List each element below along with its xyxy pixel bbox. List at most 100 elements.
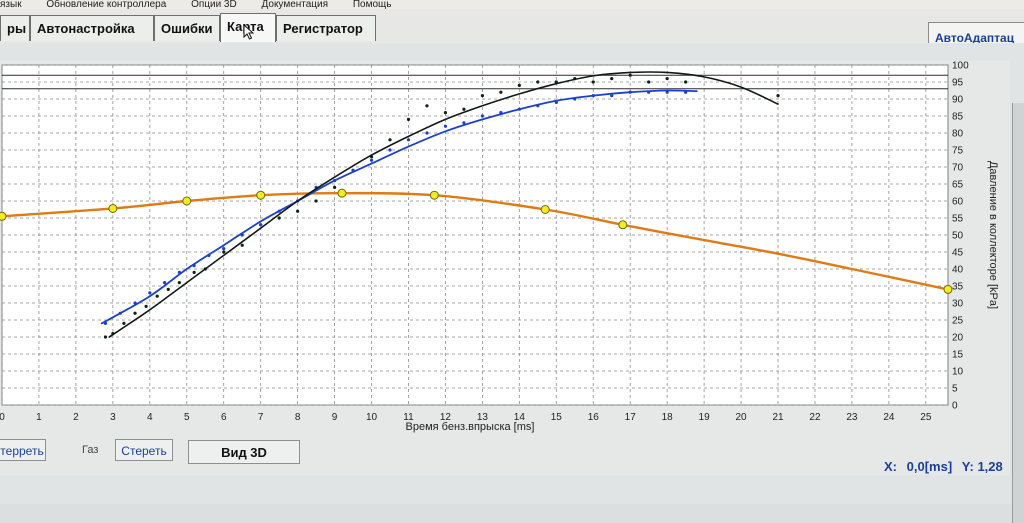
y-coord-value: 1,28 <box>977 459 1003 474</box>
gas-label: Газ <box>82 444 99 456</box>
x-tick-label: 12 <box>440 412 452 423</box>
y-tick-label: 65 <box>952 180 964 191</box>
y-tick-label: 60 <box>952 197 964 208</box>
black-data-point <box>177 281 181 285</box>
x-tick-label: 25 <box>920 412 932 423</box>
menu-item-controller-update[interactable]: Обновление контроллера <box>46 0 167 9</box>
black-data-point <box>647 80 651 84</box>
y-tick-label: 45 <box>952 248 964 259</box>
x-tick-label: 1 <box>36 412 42 423</box>
tab-parameters[interactable]: ры <box>0 15 30 41</box>
x-tick-label: 15 <box>551 412 563 423</box>
x-tick-label: 5 <box>184 412 190 423</box>
black-data-point <box>332 185 337 189</box>
blue-data-point <box>425 131 429 135</box>
orange-control-point <box>540 205 550 214</box>
x-tick-label: 3 <box>110 412 116 423</box>
y-tick-label: 85 <box>952 112 964 123</box>
y-tick-label: 100 <box>952 61 969 72</box>
y-tick-label: 95 <box>952 78 964 89</box>
black-data-point <box>296 209 300 213</box>
x-tick-label: 19 <box>699 412 711 423</box>
black-data-point <box>517 83 521 87</box>
y-tick-label: 15 <box>952 350 964 361</box>
tab-bar: ры Автонастройка Ошибки Карта Регистрато… <box>0 9 1024 44</box>
menu-item-help[interactable]: Помощь <box>352 0 392 9</box>
x-tick-label: 17 <box>625 412 637 423</box>
mouse-cursor-icon <box>243 24 255 40</box>
black-data-point <box>388 138 392 142</box>
y-tick-label: 30 <box>952 299 964 310</box>
black-data-point <box>314 199 318 203</box>
x-tick-label: 21 <box>772 412 784 423</box>
orange-control-point <box>256 190 266 200</box>
x-coord-label: X: <box>884 459 897 474</box>
blue-data-point <box>388 148 392 152</box>
tab-recorder[interactable]: Регистратор <box>276 15 376 41</box>
x-tick-label: 23 <box>846 412 858 423</box>
y-tick-label: 0 <box>952 401 958 412</box>
y-coord-label: Y: <box>961 459 974 474</box>
black-data-point <box>591 80 595 84</box>
clear-gas-button[interactable]: Стереть <box>115 439 173 461</box>
x-tick-label: 9 <box>332 412 338 423</box>
orange-control-point <box>429 190 439 200</box>
map-chart[interactable]: 0 1 2 3 4 5 6 7 8 9 10 11 12 13 14 15 16 17 18 19 20 21 22 23 24… <box>0 55 1010 475</box>
black-data-point <box>192 270 196 274</box>
orange-series-line <box>0 191 950 291</box>
blue-data-point <box>610 94 614 98</box>
blue-data-point <box>222 247 226 251</box>
x-tick-label: 10 <box>366 412 378 423</box>
x-axis-label: Время бенз.впрыска [ms] <box>406 421 535 433</box>
y-tick-label: 20 <box>952 333 964 344</box>
black-series-line <box>108 71 779 338</box>
reference-lines <box>2 74 948 90</box>
black-data-point <box>499 90 503 94</box>
orange-control-point <box>182 196 192 206</box>
menu-item-documentation[interactable]: Документация <box>261 0 329 9</box>
right-scroll-strip[interactable] <box>1012 103 1024 523</box>
bottom-toolbar: терреть Газ Стереть Вид 3D X: 0,0[ms] Y:… <box>0 431 1024 505</box>
y-tick-label: 25 <box>952 316 964 327</box>
black-data-point <box>222 250 226 254</box>
x-tick-label: 14 <box>514 412 526 423</box>
view-3d-button[interactable]: Вид 3D <box>188 440 300 464</box>
chart-series <box>0 71 953 339</box>
x-tick-label: 6 <box>221 412 227 423</box>
y-tick-label: 5 <box>952 384 958 395</box>
black-data-point <box>240 243 244 247</box>
black-data-point <box>103 335 108 339</box>
blue-data-point <box>480 114 484 118</box>
map-panel: 0 1 2 3 4 5 6 7 8 9 10 11 12 13 14 15 16 17 18 19 20 21 22 23 24… <box>0 43 1024 523</box>
clear-button[interactable]: терреть <box>0 439 46 461</box>
orange-control-point <box>618 220 628 230</box>
tab-autotune[interactable]: Автонастройка <box>30 15 154 41</box>
y-tick-label: 10 <box>952 367 964 378</box>
blue-data-point <box>462 121 466 125</box>
blue-data-point <box>162 281 167 285</box>
blue-data-point <box>369 158 374 162</box>
black-data-point <box>406 117 411 121</box>
y-tick-label: 55 <box>952 214 964 225</box>
black-data-point <box>166 287 170 291</box>
black-data-point <box>480 94 484 98</box>
y-tick-label: 50 <box>952 231 964 242</box>
y-axis-label: Давление в коллекторе [kPa] <box>987 161 999 309</box>
black-data-point <box>122 321 126 325</box>
x-tick-label: 24 <box>883 412 895 423</box>
menu-item-language[interactable]: язык <box>0 0 22 9</box>
cursor-coordinates: X: 0,0[ms] Y: 1,28 <box>884 459 1003 474</box>
y-tick-label: 35 <box>952 282 964 293</box>
x-tick-label: 16 <box>588 412 600 423</box>
black-data-point <box>155 294 159 298</box>
blue-series-line <box>100 89 698 325</box>
x-tick-label: 20 <box>736 412 748 423</box>
menu-item-3d-options[interactable]: Опции 3D <box>191 0 237 9</box>
orange-control-point <box>943 284 953 294</box>
black-data-point <box>462 107 466 111</box>
orange-control-point <box>337 188 347 198</box>
y-tick-label: 40 <box>952 265 964 276</box>
black-data-point <box>628 73 632 77</box>
tab-errors[interactable]: Ошибки <box>154 15 220 41</box>
black-data-point <box>133 311 137 315</box>
